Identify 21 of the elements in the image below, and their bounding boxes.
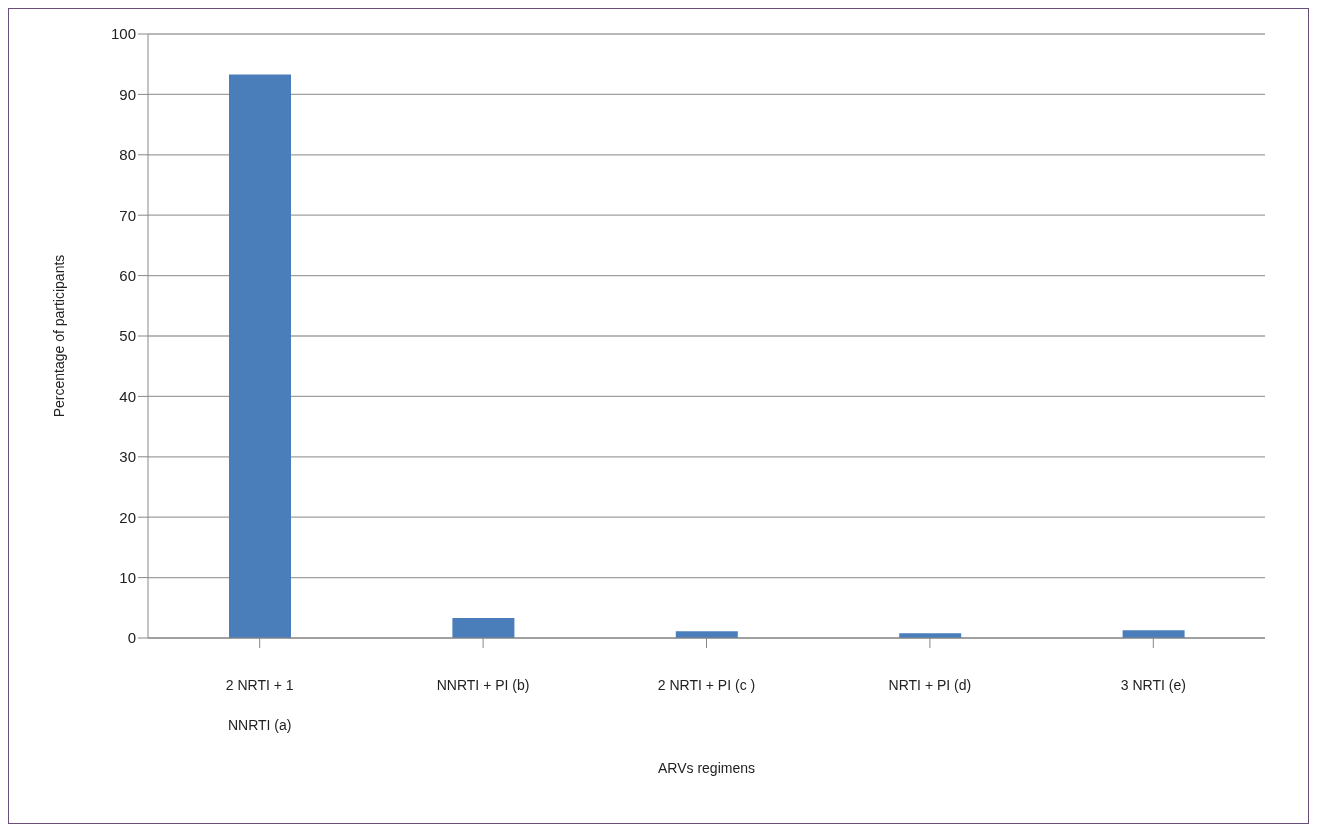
x-axis-title: ARVs regimens [657,760,756,776]
y-tick-label: 60 [119,266,136,284]
y-tick-label: 40 [119,387,136,405]
bar [675,631,738,638]
y-axis-title: Percentage of participants [50,254,67,418]
y-tick-label: 90 [119,85,136,103]
category-label: 2 NRTI + 1 NNRTI (a) [225,676,294,733]
bar [452,618,515,638]
y-tick-label: 100 [110,25,136,43]
x-tick-label: NRTI + PI (d) [888,676,972,693]
x-tick-label: 2 NRTI + PI (c ) [657,676,756,693]
y-tick-label: 0 [127,629,136,647]
y-tick-label: 70 [119,206,136,224]
y-tick-label: 80 [119,146,136,164]
x-tick-label: 3 NRTI (e) [1120,676,1186,693]
x-tick-label: NNRTI + PI (b) [436,676,530,693]
y-tick-label: 50 [119,327,136,345]
y-tick-label: 30 [119,448,136,466]
y-tick-label: 10 [119,568,136,586]
y-tick-label: 20 [119,508,136,526]
bar [229,74,291,638]
